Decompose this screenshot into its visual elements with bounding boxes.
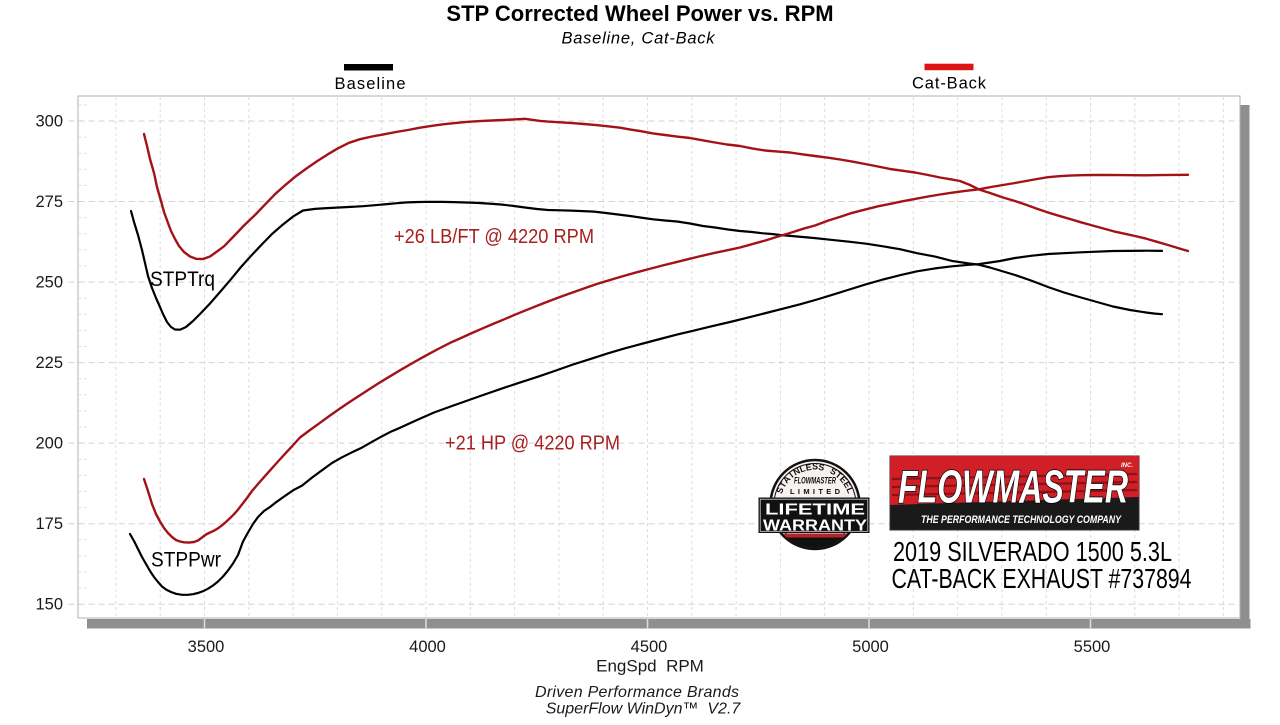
svg-text:Driven Performance Brands: Driven Performance Brands (535, 684, 739, 701)
svg-text:200: 200 (35, 435, 63, 453)
svg-text:250: 250 (35, 274, 63, 292)
svg-text:CAT-BACK EXHAUST #737894: CAT-BACK EXHAUST #737894 (892, 563, 1192, 594)
svg-text:5000: 5000 (852, 638, 889, 656)
svg-text:INC.: INC. (1121, 463, 1133, 469)
svg-text:150: 150 (35, 596, 63, 614)
svg-text:275: 275 (35, 193, 63, 211)
svg-text:EngSpd RPM: EngSpd RPM (596, 657, 704, 676)
svg-text:L: L (798, 463, 807, 474)
svg-text:+26 LB/FT @ 4220 RPM: +26 LB/FT @ 4220 RPM (394, 226, 594, 248)
svg-text:4500: 4500 (631, 638, 668, 656)
svg-text:N: N (791, 466, 801, 478)
svg-text:L: L (844, 486, 856, 495)
svg-text:LIFETIME: LIFETIME (765, 502, 865, 519)
svg-text:S: S (818, 462, 826, 473)
svg-text:E: E (805, 462, 813, 473)
svg-text:STPTrq: STPTrq (150, 268, 215, 291)
svg-text:STPPwr: STPPwr (151, 549, 221, 572)
svg-text:WARRANTY: WARRANTY (763, 518, 868, 535)
svg-text:E: E (838, 474, 849, 485)
svg-text:Baseline, Cat-Back: Baseline, Cat-Back (562, 30, 716, 48)
svg-text:225: 225 (35, 354, 63, 372)
svg-text:175: 175 (35, 515, 63, 533)
svg-text:SuperFlow WinDyn™ V2.7: SuperFlow WinDyn™ V2.7 (546, 701, 742, 718)
svg-text:3500: 3500 (188, 638, 225, 656)
svg-text:Cat-Back: Cat-Back (912, 75, 987, 93)
svg-text:THE PERFORMANCE TECHNOLOGY COM: THE PERFORMANCE TECHNOLOGY COMPANY (921, 514, 1122, 526)
svg-text:4000: 4000 (409, 638, 446, 656)
svg-text:S: S (774, 486, 786, 495)
svg-text:FLOWMASTER: FLOWMASTER (794, 476, 836, 486)
svg-text:T: T (777, 479, 789, 489)
svg-text:STP Corrected Wheel Power vs.: STP Corrected Wheel Power vs. RPM (446, 1, 833, 26)
svg-text:2019 SILVERADO 1500 5.3L: 2019 SILVERADO 1500 5.3L (893, 536, 1172, 567)
svg-text:I: I (787, 470, 795, 479)
svg-text:300: 300 (35, 113, 63, 131)
svg-text:FLOWMASTER: FLOWMASTER (898, 461, 1128, 513)
svg-text:S: S (828, 466, 838, 478)
svg-text:E: E (841, 480, 853, 490)
svg-text:T: T (834, 470, 845, 482)
svg-text:+21 HP @ 4220 RPM: +21 HP @ 4220 RPM (445, 433, 620, 455)
svg-text:Baseline: Baseline (335, 75, 406, 93)
svg-text:S: S (812, 462, 818, 472)
svg-text:5500: 5500 (1074, 638, 1111, 656)
svg-text:A: A (781, 473, 793, 485)
